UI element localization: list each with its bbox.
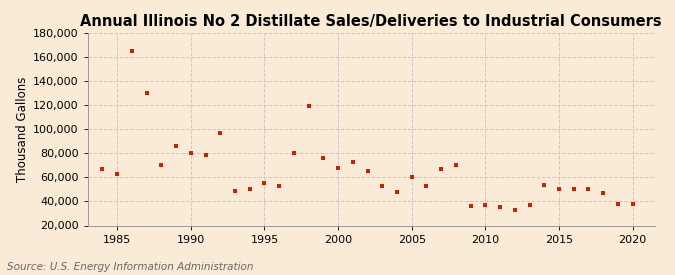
Point	[200, 152, 211, 157]
Point	[97, 167, 108, 171]
Point	[465, 204, 476, 208]
Title: Annual Illinois No 2 Distillate Sales/Deliveries to Industrial Consumers: Annual Illinois No 2 Distillate Sales/De…	[80, 14, 662, 29]
Point	[524, 203, 535, 207]
Point	[112, 172, 123, 176]
Point	[583, 187, 594, 192]
Point	[392, 190, 402, 194]
Point	[450, 163, 461, 167]
Point	[156, 163, 167, 167]
Y-axis label: Thousand Gallons: Thousand Gallons	[16, 76, 29, 182]
Point	[186, 151, 196, 155]
Point	[141, 91, 152, 95]
Point	[288, 151, 299, 155]
Point	[303, 104, 314, 109]
Text: Source: U.S. Energy Information Administration: Source: U.S. Energy Information Administ…	[7, 262, 253, 272]
Point	[495, 205, 506, 210]
Point	[406, 175, 417, 180]
Point	[348, 160, 358, 164]
Point	[215, 131, 225, 135]
Point	[333, 166, 344, 170]
Point	[510, 208, 520, 212]
Point	[598, 191, 609, 195]
Point	[421, 184, 432, 188]
Point	[627, 202, 638, 206]
Point	[244, 187, 255, 192]
Point	[568, 187, 579, 192]
Point	[539, 182, 549, 187]
Point	[171, 144, 182, 148]
Point	[554, 187, 564, 192]
Point	[377, 184, 387, 188]
Point	[230, 188, 240, 193]
Point	[480, 203, 491, 207]
Point	[274, 184, 285, 188]
Point	[318, 156, 329, 160]
Point	[259, 181, 270, 186]
Point	[362, 169, 373, 174]
Point	[612, 202, 623, 206]
Point	[436, 167, 447, 171]
Point	[126, 49, 137, 53]
